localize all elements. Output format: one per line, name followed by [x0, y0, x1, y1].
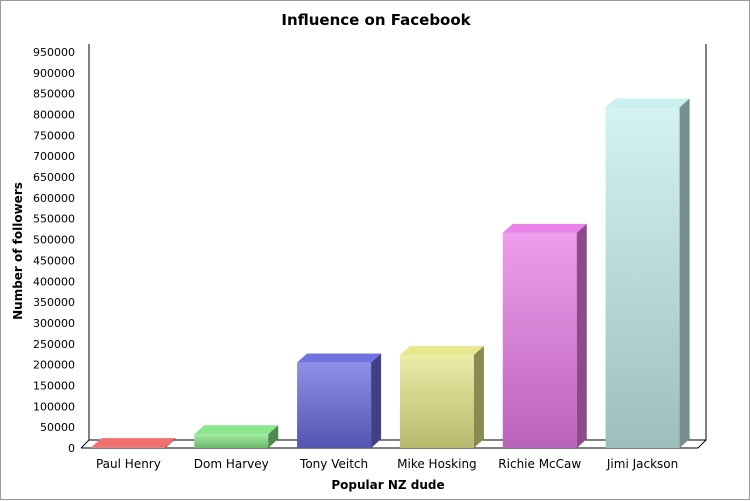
- y-tick-label: 100000: [33, 400, 75, 413]
- y-tick-label: 150000: [33, 379, 75, 392]
- bar: [194, 425, 279, 448]
- y-tick-label: 250000: [33, 338, 75, 351]
- bar: [399, 346, 484, 448]
- bar-top: [399, 346, 484, 356]
- y-tick-label: 900000: [33, 67, 75, 80]
- back-wall: [88, 44, 707, 441]
- x-tick-label: Mike Hosking: [397, 457, 477, 471]
- y-tick-label: 750000: [33, 129, 75, 142]
- y-tick-label: 350000: [33, 296, 75, 309]
- bar-side: [371, 353, 382, 448]
- bar-front: [502, 232, 577, 448]
- x-tick-label: Paul Henry: [96, 457, 161, 471]
- y-axis-label: Number of followers: [11, 182, 25, 320]
- y-tick-label: 0: [68, 442, 75, 455]
- y-tick-label: 200000: [33, 359, 75, 372]
- x-tick-label: Dom Harvey: [194, 457, 269, 471]
- y-tick-label: 550000: [33, 213, 75, 226]
- bar-side: [165, 438, 176, 448]
- y-tick-label: 400000: [33, 275, 75, 288]
- y-axis: 0 50000 100000 150000 200000 250000 300000 3500…: [33, 46, 75, 455]
- bar-top: [91, 438, 176, 448]
- plot-frame: [80, 44, 707, 449]
- bar-side: [679, 98, 690, 448]
- bar-side: [473, 346, 484, 448]
- y-tick-label: 850000: [33, 88, 75, 101]
- chart-title: Influence on Facebook: [281, 11, 471, 29]
- bar: [502, 223, 587, 448]
- x-tick-label: Jimi Jackson: [606, 457, 678, 471]
- bar: [605, 98, 690, 448]
- bar-front: [399, 355, 474, 448]
- floor-left-edge: [80, 439, 90, 449]
- bar-front: [605, 107, 680, 448]
- y-tick-label: 650000: [33, 171, 75, 184]
- y-tick-label: 450000: [33, 254, 75, 267]
- x-axis: Paul Henry Dom Harvey Tony Veitch Mike Hosk…: [96, 457, 678, 471]
- bar-front: [194, 434, 269, 448]
- x-tick-label: Tony Veitch: [299, 457, 368, 471]
- bar: [91, 438, 176, 448]
- floor-right-edge: [697, 439, 707, 449]
- y-tick-label: 700000: [33, 150, 75, 163]
- y-tick-label: 300000: [33, 317, 75, 330]
- y-tick-label: 800000: [33, 109, 75, 122]
- x-tick-label: Richie McCaw: [498, 457, 581, 471]
- bar: [297, 353, 382, 448]
- bar-front: [91, 447, 166, 448]
- bar-top: [194, 425, 279, 435]
- bar-side: [576, 223, 587, 448]
- y-tick-label: 500000: [33, 234, 75, 247]
- bars: [91, 98, 690, 448]
- x-axis-label: Popular NZ dude: [331, 478, 444, 492]
- bar-top: [605, 98, 690, 108]
- bar-front: [297, 362, 372, 448]
- bar-top: [502, 223, 587, 233]
- bar-top: [297, 353, 382, 363]
- y-tick-label: 950000: [33, 46, 75, 59]
- y-tick-label: 50000: [40, 421, 75, 434]
- bar-side: [268, 425, 279, 448]
- y-tick-label: 600000: [33, 192, 75, 205]
